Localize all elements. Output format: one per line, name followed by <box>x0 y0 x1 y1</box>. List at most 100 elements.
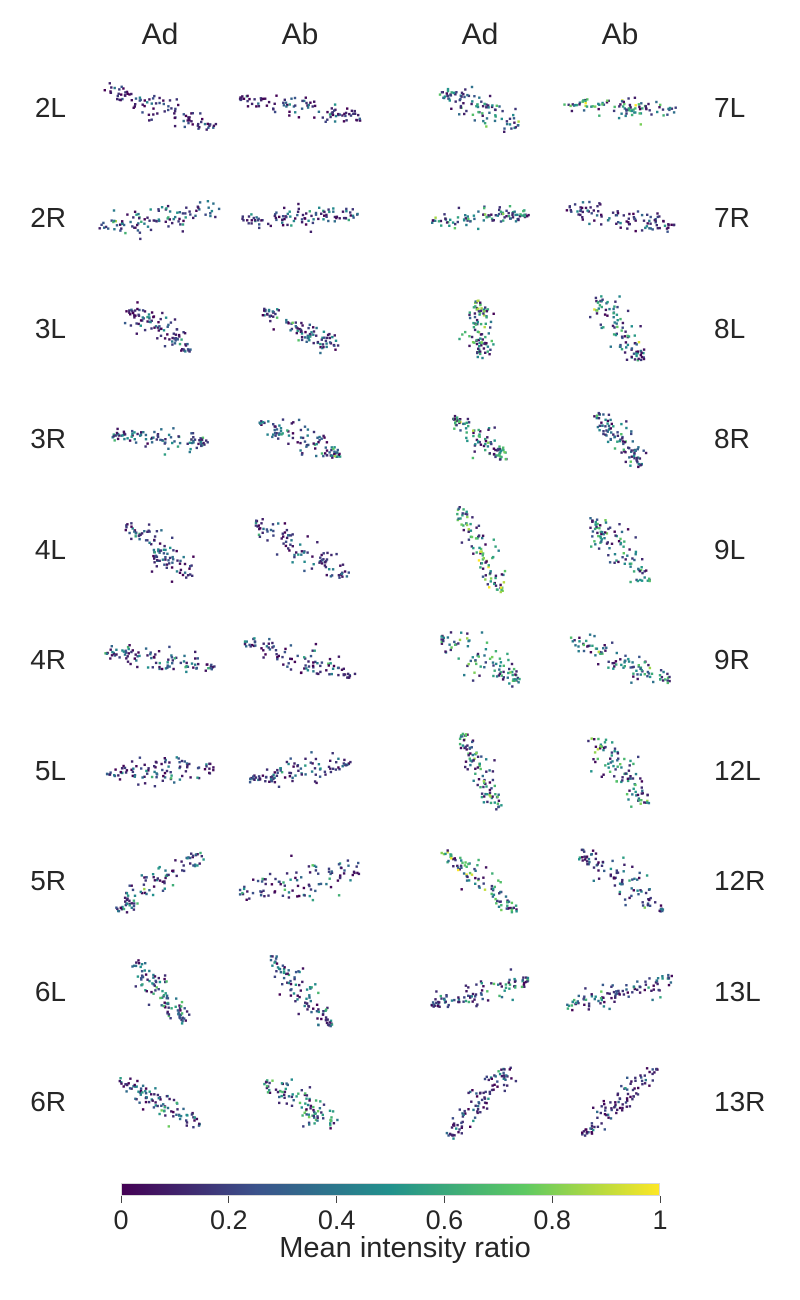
scatter-point <box>130 308 133 311</box>
scatter-point <box>593 540 596 543</box>
scatter-point <box>520 985 524 989</box>
scatter-point <box>157 549 160 553</box>
scatter-point <box>131 770 135 773</box>
scatter-point <box>491 872 494 875</box>
scatter-point <box>594 995 597 998</box>
scatter-point <box>508 1068 511 1071</box>
scatter-point <box>158 980 162 984</box>
scatter-point <box>165 980 168 983</box>
scatter-point <box>128 902 131 906</box>
scatter-point <box>132 767 135 770</box>
scatter-point <box>456 216 460 219</box>
scatter-point <box>640 786 643 789</box>
scatter-point <box>275 955 278 958</box>
scatter-point <box>570 1004 574 1007</box>
scatter-point <box>198 439 201 442</box>
scatter-point <box>147 529 150 532</box>
scatter-point <box>612 990 616 994</box>
scatter-point <box>460 95 463 98</box>
scatter-point <box>610 751 614 754</box>
scatter-point <box>467 862 470 866</box>
scatter-point <box>446 87 450 91</box>
scatter-point <box>316 1110 320 1113</box>
scatter-point <box>285 318 288 322</box>
scatter-point <box>593 738 596 741</box>
scatter-panel <box>589 295 646 362</box>
scatter-point <box>434 219 437 222</box>
scatter-point <box>486 441 490 444</box>
scatter-point <box>662 220 665 223</box>
scatter-point <box>639 349 643 353</box>
scatter-point <box>585 1130 589 1134</box>
scatter-point <box>347 672 350 676</box>
scatter-point <box>601 530 604 534</box>
scatter-point <box>115 653 118 656</box>
scatter-point <box>289 757 292 760</box>
scatter-point <box>128 904 131 907</box>
scatter-point <box>165 563 169 566</box>
scatter-point <box>591 105 594 108</box>
scatter-point <box>315 781 318 785</box>
scatter-point <box>308 1099 311 1102</box>
scatter-point <box>333 120 337 123</box>
scatter-point <box>150 1093 153 1096</box>
scatter-point <box>581 216 584 219</box>
scatter-point <box>508 978 511 982</box>
scatter-point <box>641 789 644 792</box>
scatter-point <box>505 120 509 123</box>
scatter-point <box>134 1085 137 1088</box>
scatter-point <box>663 224 667 227</box>
scatter-point <box>121 649 124 652</box>
scatter-point <box>478 1092 482 1095</box>
scatter-point <box>497 674 501 677</box>
scatter-point <box>161 558 165 561</box>
scatter-point <box>521 978 524 982</box>
scatter-point <box>608 1007 611 1011</box>
scatter-point <box>192 441 195 444</box>
scatter-point <box>600 1122 603 1125</box>
scatter-point <box>337 655 341 658</box>
scatter-point <box>499 583 502 587</box>
scatter-point <box>500 995 504 999</box>
scatter-point <box>656 227 659 230</box>
scatter-point <box>448 643 451 646</box>
scatter-point <box>475 318 479 322</box>
scatter-point <box>635 456 639 460</box>
scatter-point <box>479 980 483 983</box>
scatter-point <box>456 220 459 224</box>
scatter-point <box>607 219 610 222</box>
scatter-point <box>300 321 303 325</box>
scatter-point <box>628 103 632 107</box>
scatter-point <box>490 1088 494 1092</box>
scatter-point <box>460 523 463 526</box>
scatter-point <box>510 127 513 130</box>
scatter-point <box>499 881 502 884</box>
scatter-point <box>305 988 309 991</box>
scatter-point <box>305 101 308 105</box>
scatter-point <box>318 435 321 439</box>
scatter-point <box>469 763 472 767</box>
scatter-point <box>666 679 669 682</box>
scatter-point <box>201 117 204 121</box>
scatter-point <box>482 985 485 988</box>
row-label-6l: 6L <box>34 976 66 1007</box>
scatter-point <box>144 1089 147 1093</box>
scatter-point <box>628 789 631 792</box>
scatter-point <box>506 899 509 902</box>
scatter-point <box>635 458 638 462</box>
scatter-point <box>123 653 127 656</box>
scatter-point <box>126 894 130 897</box>
scatter-point <box>115 431 119 435</box>
scatter-point <box>632 985 636 988</box>
scatter-point <box>147 523 151 526</box>
scatter-point <box>457 206 461 210</box>
scatter-point <box>492 664 495 667</box>
scatter-point <box>287 762 290 766</box>
scatter-point <box>148 1090 151 1093</box>
scatter-point <box>484 335 487 339</box>
scatter-point <box>164 876 167 880</box>
scatter-point <box>464 1112 467 1115</box>
scatter-point <box>303 656 306 659</box>
scatter-point <box>607 428 611 431</box>
scatter-point <box>592 1106 595 1109</box>
